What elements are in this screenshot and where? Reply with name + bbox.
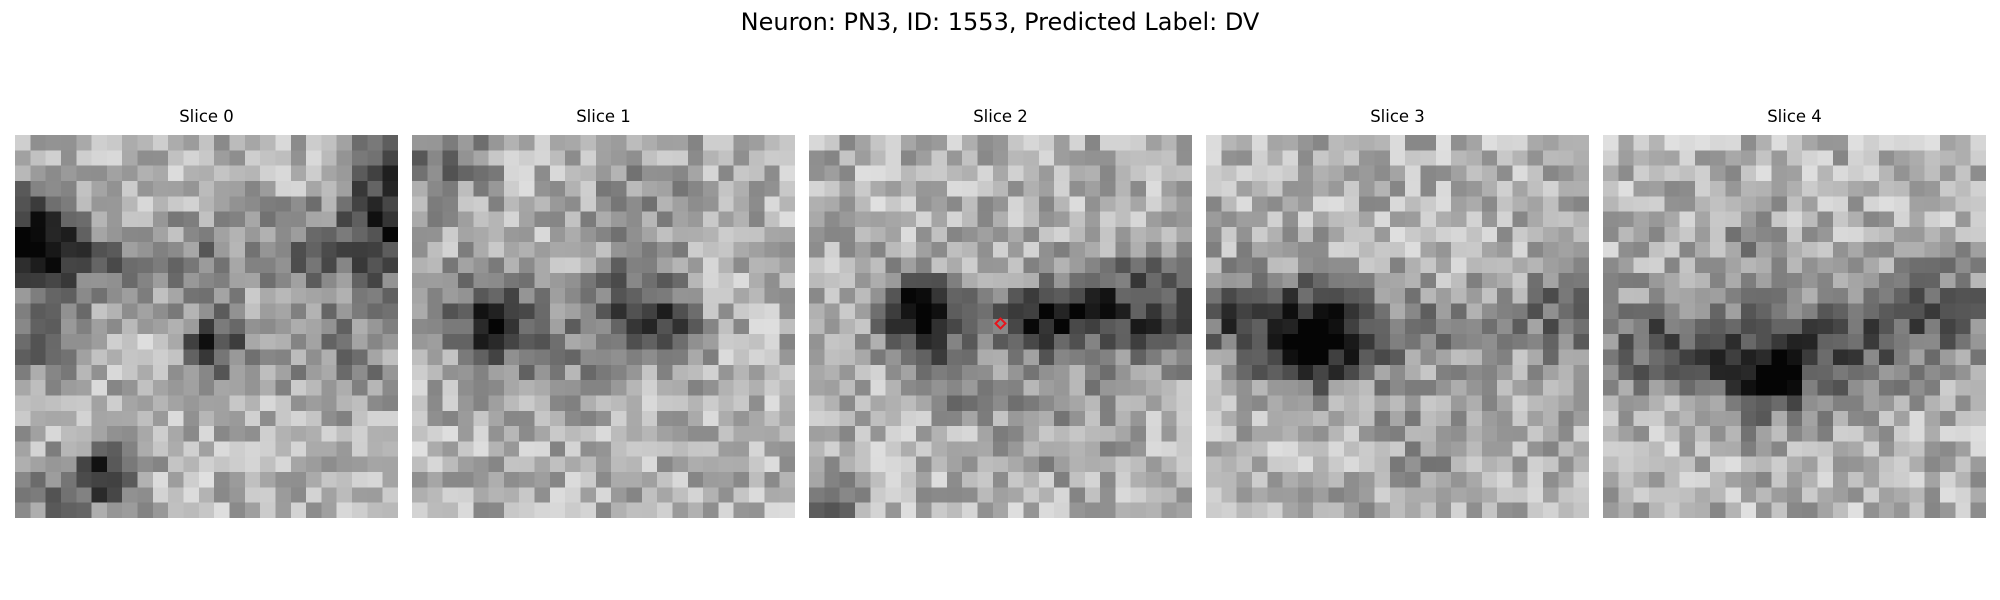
slice-title: Slice 3 bbox=[1370, 107, 1425, 126]
slice-title: Slice 0 bbox=[179, 107, 234, 126]
slice-image bbox=[1206, 135, 1589, 518]
slice-image bbox=[15, 135, 398, 518]
slice-panel-4: Slice 4 bbox=[1603, 105, 1986, 523]
slice-title: Slice 2 bbox=[973, 107, 1028, 126]
slice-title: Slice 4 bbox=[1767, 107, 1822, 126]
slice-panel-0: Slice 0 bbox=[15, 105, 398, 523]
slice-panel-3: Slice 3 bbox=[1206, 105, 1589, 523]
slice-panel-2: Slice 2 bbox=[809, 105, 1192, 523]
slice-image bbox=[1603, 135, 1986, 518]
slice-image bbox=[809, 135, 1192, 518]
slice-image bbox=[412, 135, 795, 518]
figure-title: Neuron: PN3, ID: 1553, Predicted Label: … bbox=[740, 8, 1260, 36]
slice-title: Slice 1 bbox=[576, 107, 631, 126]
slice-panel-1: Slice 1 bbox=[412, 105, 795, 523]
